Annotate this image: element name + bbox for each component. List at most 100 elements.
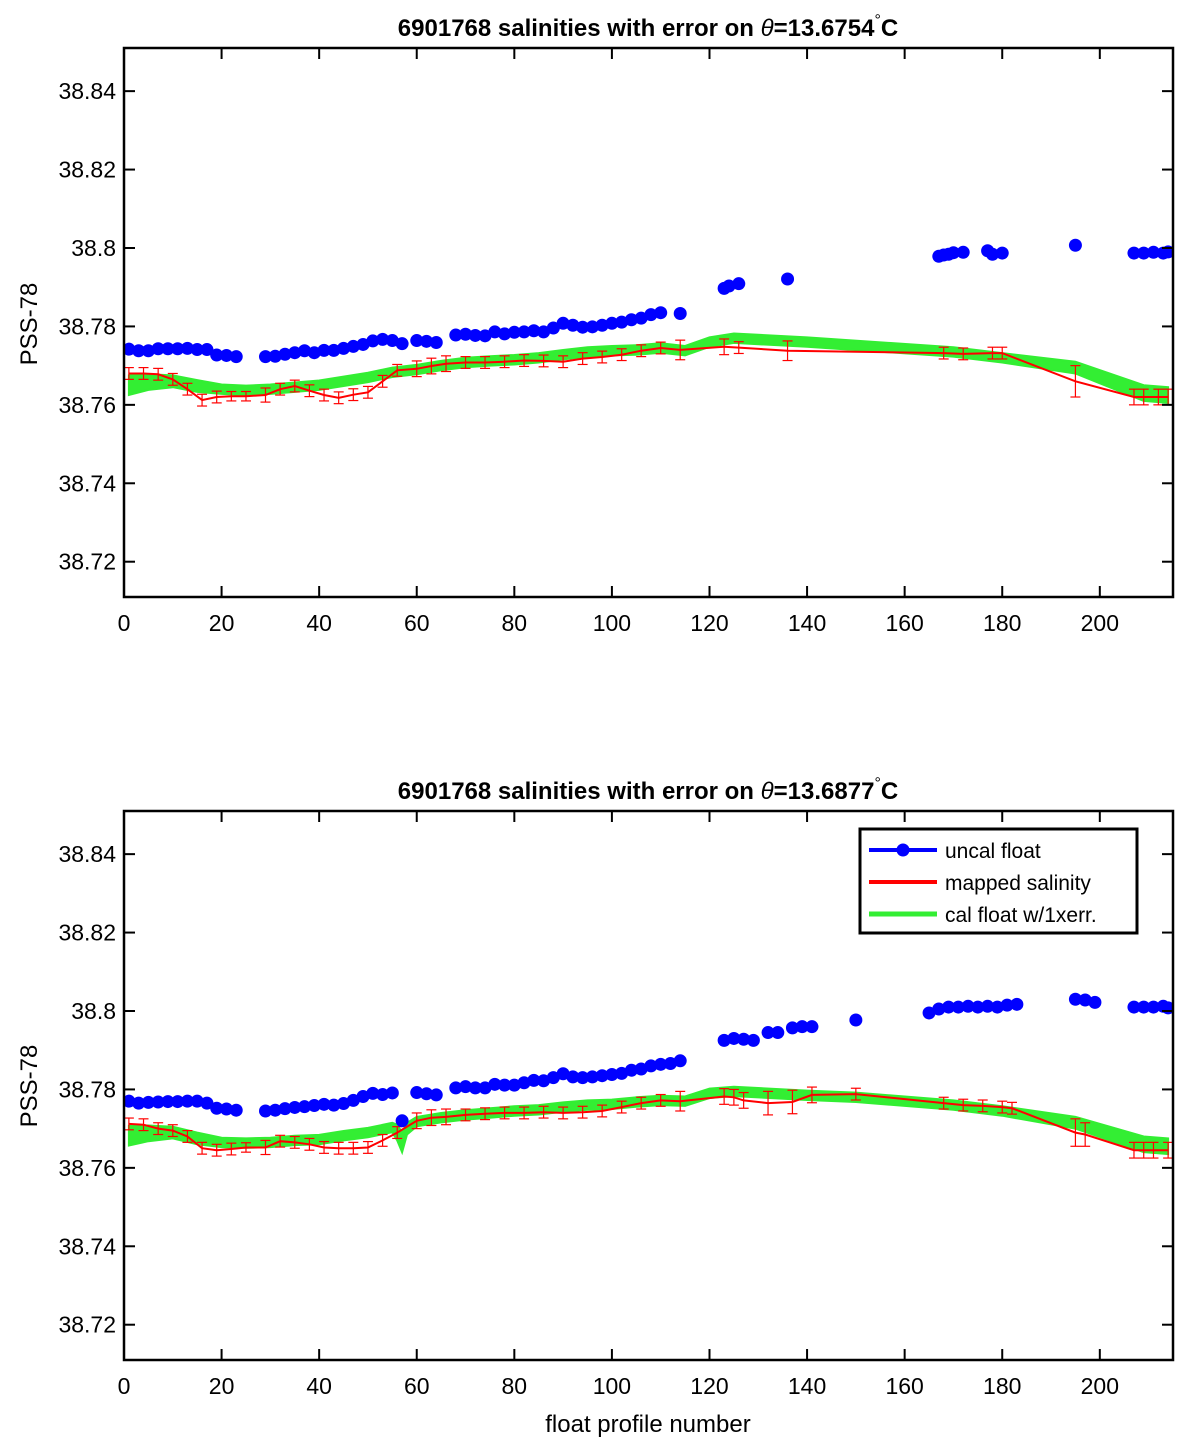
- error-bar: [362, 385, 373, 399]
- chart-bottom: 6901768 salinities with error on θ=13.68…: [16, 775, 1175, 1438]
- uncal-float-point: [654, 1057, 668, 1071]
- error-bar: [426, 357, 437, 375]
- x-tick-label: 80: [502, 1373, 528, 1399]
- uncal-float-point: [556, 316, 570, 330]
- error-bar: [958, 347, 969, 361]
- uncal-float-point: [566, 318, 580, 332]
- x-tick-label: 160: [885, 610, 923, 636]
- uncal-float-point: [771, 1026, 785, 1040]
- data-layer: [124, 992, 1173, 1159]
- uncal-float-point: [517, 325, 531, 339]
- plot-area: 0 20 40 60 80 100 120 140 160 180 200 38.72 38.74 38.…: [58, 48, 1173, 636]
- error-bar: [719, 338, 730, 356]
- uncal-float-point: [229, 350, 243, 364]
- uncal-float-point: [468, 1081, 482, 1095]
- uncal-float-point: [634, 1062, 648, 1076]
- uncal-float-point: [288, 346, 302, 360]
- error-bar: [182, 1129, 193, 1143]
- uncal-float-point: [527, 324, 541, 338]
- uncal-float-point: [732, 277, 746, 291]
- uncal-float-point: [459, 327, 473, 341]
- uncal-float-point: [210, 348, 224, 362]
- uncal-float-point: [644, 1059, 658, 1073]
- uncal-float-point: [420, 1087, 434, 1101]
- uncal-float-point: [307, 1098, 321, 1112]
- uncal-float-point: [200, 1096, 214, 1110]
- error-bar: [558, 355, 569, 369]
- error-bar: [597, 350, 608, 364]
- uncal-float-point: [478, 1081, 492, 1095]
- error-bar: [319, 388, 330, 402]
- uncal-float-point: [376, 1088, 390, 1102]
- uncal-float-point: [478, 329, 492, 343]
- x-tick-label: 100: [593, 1373, 631, 1399]
- uncal-float-point: [395, 337, 409, 351]
- uncal-float-point: [1137, 1000, 1151, 1014]
- y-tick-label: 38.82: [58, 920, 116, 946]
- y-tick-label: 38.76: [58, 1155, 116, 1181]
- uncal-float-point: [932, 1002, 946, 1016]
- x-tick-label: 100: [593, 610, 631, 636]
- data-layer: [124, 238, 1173, 407]
- legend-label: uncal float: [945, 840, 1041, 863]
- x-tick-label: 180: [983, 610, 1021, 636]
- error-bar: [197, 1141, 208, 1155]
- y-tick-label: 38.74: [58, 470, 116, 496]
- uncal-float-point: [219, 1102, 233, 1116]
- uncal-float-point: [942, 1000, 956, 1014]
- x-tick-label: 80: [502, 610, 528, 636]
- error-bar: [460, 356, 471, 369]
- uncal-float-point: [346, 1093, 360, 1107]
- uncal-float-point: [180, 1094, 194, 1108]
- uncal-float-point: [429, 335, 443, 349]
- error-bar: [153, 367, 164, 381]
- error-bar: [787, 1089, 798, 1115]
- error-bar: [240, 390, 251, 402]
- uncal-float-point: [190, 343, 204, 357]
- uncal-float-point: [785, 1021, 799, 1035]
- uncal-float-point: [781, 272, 795, 286]
- error-bar: [1070, 1118, 1081, 1147]
- error-bar: [616, 348, 627, 362]
- error-bar: [480, 1107, 491, 1121]
- uncal-float-point: [219, 348, 233, 362]
- error-bar: [226, 1142, 237, 1156]
- legend-item: cal float w/1xerr.: [869, 904, 1097, 927]
- y-tick-label: 38.84: [58, 841, 116, 867]
- error-bar: [167, 372, 178, 386]
- uncal-float-point: [488, 325, 502, 339]
- uncal-float-point: [585, 1070, 599, 1084]
- error-bar: [763, 1090, 774, 1116]
- mapped-salinity-line: [128, 345, 1169, 402]
- error-bar: [182, 382, 193, 396]
- legend: uncal float mapped salinity cal float w/1x…: [858, 827, 1139, 935]
- error-bar: [441, 355, 452, 373]
- uncal-float-point: [171, 1095, 185, 1109]
- error-bar: [938, 346, 949, 360]
- error-bar: [655, 341, 666, 355]
- x-tick-label: 20: [209, 610, 235, 636]
- x-tick-label: 0: [118, 610, 131, 636]
- chart-title: 6901768 salinities with error on θ=13.67…: [398, 12, 898, 42]
- error-bar: [1163, 1141, 1173, 1159]
- x-tick-label: 180: [983, 1373, 1021, 1399]
- uncal-float-point: [459, 1080, 473, 1094]
- uncal-float-point: [161, 342, 175, 356]
- uncal-float-point: [376, 332, 390, 346]
- uncal-float-point: [946, 246, 960, 260]
- error-bar: [260, 1139, 271, 1156]
- uncal-float-point: [795, 1020, 809, 1034]
- uncal-float-point: [327, 1098, 341, 1112]
- uncal-float-point: [307, 346, 321, 360]
- error-bar: [211, 1143, 222, 1157]
- error-bar: [348, 1141, 359, 1155]
- uncal-float-point: [151, 1095, 165, 1109]
- uncal-float-point: [761, 1026, 775, 1040]
- uncal-float-point: [995, 246, 1009, 260]
- error-bar: [997, 1100, 1008, 1114]
- uncal-float-point: [673, 1054, 687, 1068]
- error-bar: [275, 1134, 286, 1148]
- uncal-float-point: [366, 1086, 380, 1100]
- uncal-float-point: [449, 328, 463, 342]
- error-bar: [1153, 388, 1164, 406]
